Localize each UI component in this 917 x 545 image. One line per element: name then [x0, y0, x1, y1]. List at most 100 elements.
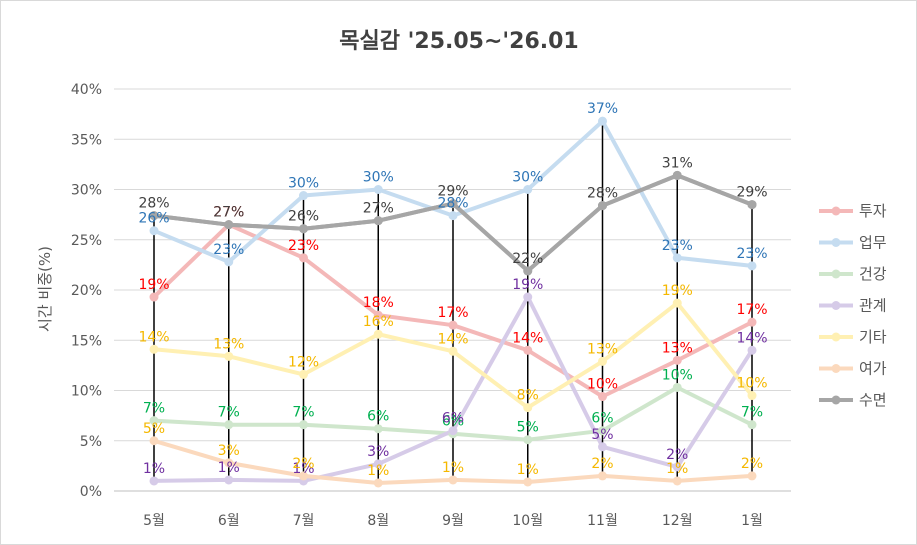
- data-label-관계: 14%: [736, 330, 767, 346]
- data-point-건강: [747, 420, 757, 430]
- data-point-여가: [523, 477, 533, 487]
- data-point-관계: [373, 459, 383, 469]
- data-point-여가: [747, 471, 757, 481]
- y-tick-label: 20%: [71, 283, 102, 299]
- x-tick-label: 7월: [293, 513, 315, 529]
- data-labels: 19% 27% 23% 18% 17% 14% 10% 13% 17% 26% 23% 30% 30% 2…: [138, 101, 767, 479]
- data-point-건강: [224, 420, 234, 430]
- data-point-업무: [672, 253, 682, 263]
- legend-swatch-marker: [831, 395, 841, 405]
- y-axis-title: 시간 비중(%): [36, 246, 54, 332]
- y-tick-label: 0%: [80, 484, 102, 500]
- data-label-관계: 3%: [367, 444, 389, 460]
- data-label-여가: 2%: [292, 456, 314, 472]
- data-label-여가: 1%: [517, 462, 539, 478]
- legend-swatch-marker: [831, 238, 841, 247]
- legend-label: 여가: [859, 360, 887, 378]
- data-label-수면: 27%: [213, 205, 244, 221]
- data-label-건강: 7%: [292, 405, 314, 421]
- data-point-수면: [672, 170, 682, 180]
- data-point-업무: [299, 191, 308, 201]
- data-label-여가: 5%: [143, 421, 165, 437]
- data-point-업무: [747, 261, 757, 271]
- data-label-수면: 22%: [512, 251, 543, 267]
- data-label-여가: 3%: [218, 443, 240, 459]
- data-label-업무: 23%: [736, 246, 767, 262]
- data-label-업무: 28%: [437, 196, 468, 212]
- data-label-업무: 30%: [288, 176, 319, 192]
- x-axis-ticks: 5월 6월 7월 8월 9월 10월 11월 12월 1월: [143, 513, 763, 529]
- data-label-건강: 7%: [218, 405, 240, 421]
- data-label-기타: 19%: [662, 283, 693, 299]
- data-label-업무: 30%: [512, 170, 543, 186]
- data-label-수면: 26%: [288, 209, 319, 225]
- data-point-투자: [672, 355, 682, 365]
- data-point-건강: [373, 424, 383, 434]
- x-tick-label: 10월: [512, 513, 543, 529]
- data-label-업무: 37%: [587, 101, 618, 117]
- legend-label: 투자: [859, 202, 887, 220]
- data-point-건강: [523, 435, 533, 445]
- data-point-업무: [373, 185, 383, 194]
- data-label-건강: 10%: [662, 367, 693, 383]
- data-point-기타: [598, 356, 607, 366]
- data-label-기타: 16%: [363, 314, 394, 330]
- data-point-기타: [373, 329, 383, 339]
- data-point-기타: [448, 346, 458, 356]
- x-tick-label: 1월: [741, 513, 763, 529]
- data-label-건강: 7%: [143, 401, 165, 417]
- data-point-수면: [224, 220, 234, 230]
- data-point-기타: [672, 298, 682, 308]
- data-point-여가: [149, 436, 159, 446]
- data-label-투자: 14%: [512, 330, 543, 346]
- y-tick-label: 25%: [71, 233, 102, 249]
- data-label-업무: 23%: [662, 238, 693, 254]
- data-point-건강: [149, 416, 159, 426]
- data-point-투자: [598, 392, 607, 402]
- data-label-투자: 23%: [288, 238, 319, 254]
- legend-label: 건강: [859, 265, 887, 283]
- y-axis-ticks: 0% 5% 10% 15% 20% 25% 30% 35% 40%: [71, 82, 102, 500]
- data-label-기타: 13%: [587, 341, 618, 357]
- data-label-관계: 5%: [591, 427, 613, 443]
- data-point-수면: [747, 200, 757, 210]
- data-label-투자: 13%: [662, 340, 693, 356]
- data-point-업무: [448, 211, 458, 221]
- data-label-여가: 1%: [666, 461, 688, 477]
- data-point-여가: [598, 471, 607, 481]
- data-point-기타: [224, 351, 234, 361]
- legend-label: 기타: [859, 328, 887, 346]
- data-point-수면: [373, 216, 383, 226]
- data-label-투자: 27%: [213, 205, 244, 221]
- x-tick-label: 5월: [143, 513, 165, 529]
- data-label-수면: 28%: [587, 186, 618, 202]
- data-label-업무: 30%: [363, 170, 394, 186]
- data-label-건강: 7%: [741, 405, 763, 421]
- legend-label: 관계: [859, 297, 887, 315]
- data-point-수면: [448, 199, 458, 209]
- data-point-수면: [598, 201, 607, 211]
- legend-swatch-marker: [831, 206, 841, 216]
- data-point-여가: [448, 475, 458, 485]
- data-point-관계: [672, 462, 682, 472]
- data-label-기타: 13%: [213, 336, 244, 352]
- data-label-수면: 28%: [138, 196, 169, 212]
- data-point-기타: [299, 369, 308, 379]
- chart-title: 목실감 '25.05~'26.01: [339, 29, 578, 54]
- data-label-기타: 8%: [517, 388, 539, 404]
- x-tick-label: 9월: [442, 513, 464, 529]
- data-label-수면: 31%: [662, 155, 693, 171]
- legend-swatch-marker: [831, 269, 841, 279]
- data-label-여가: 1%: [367, 463, 389, 479]
- data-label-관계: 1%: [292, 461, 314, 477]
- data-label-수면: 29%: [736, 185, 767, 201]
- data-label-기타: 14%: [437, 331, 468, 347]
- data-point-여가: [373, 478, 383, 488]
- data-point-업무: [224, 257, 234, 267]
- data-label-관계: 6%: [442, 411, 464, 427]
- data-label-관계: 1%: [218, 460, 240, 476]
- data-point-건강: [598, 426, 607, 436]
- data-point-업무: [523, 185, 533, 194]
